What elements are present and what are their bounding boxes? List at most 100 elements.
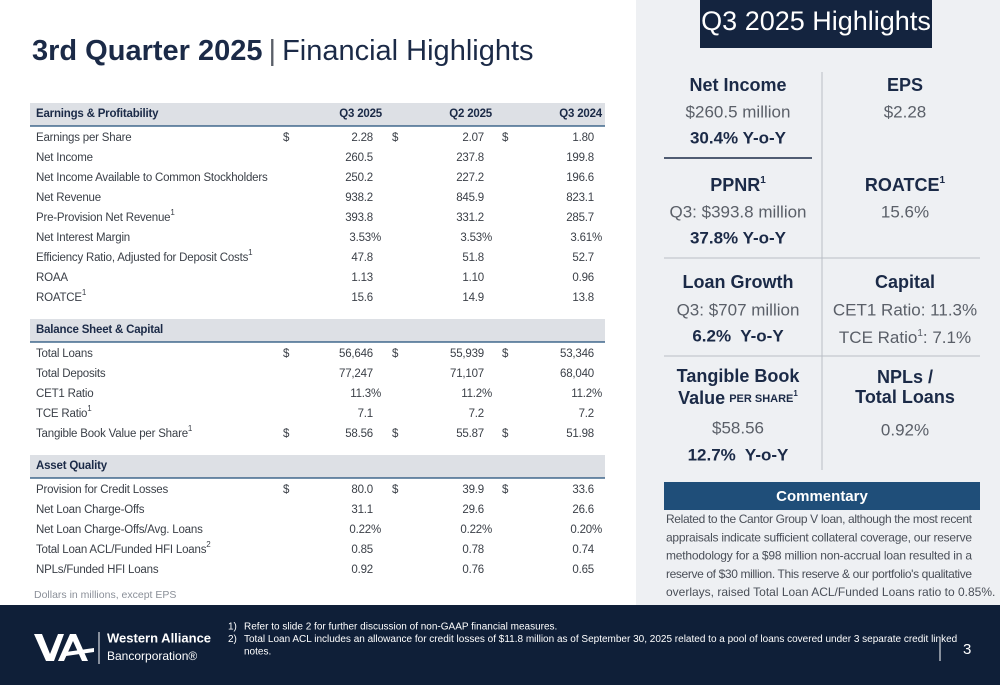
- highlight-value: 15.6%: [881, 202, 929, 221]
- row-label-text: Tangible Book Value per Share: [36, 428, 188, 440]
- currency: $: [283, 484, 290, 496]
- cell-value: 11.2%: [571, 388, 602, 400]
- cell-value: 51.98: [566, 428, 594, 440]
- commentary-body: Related to the Cantor Group V loan, alth…: [666, 512, 995, 599]
- cell-value: 331.2: [456, 212, 484, 224]
- cell-value: 196.6: [566, 172, 594, 184]
- column-header: Q2 2025: [449, 108, 493, 120]
- highlight-title: Loan Growth: [683, 272, 794, 292]
- cell-value: 3.53%: [349, 232, 381, 244]
- highlight-value: TCE Ratio1: 7.1%: [839, 328, 971, 348]
- cell-value: 68,040: [560, 368, 594, 380]
- cell-value: 260.5: [345, 152, 373, 164]
- currency: $: [502, 348, 509, 360]
- row-label: Total Loans: [36, 348, 93, 360]
- cell-value: 77,247: [339, 368, 373, 380]
- cell-value: 55,939: [450, 348, 484, 360]
- cell-value: 823.1: [566, 192, 594, 204]
- tce-value: : 7.1%: [923, 328, 971, 347]
- cell-value: 7.1: [358, 408, 373, 420]
- cell-value: 0.76: [462, 564, 484, 576]
- section-title: Asset Quality: [36, 460, 108, 472]
- currency: $: [283, 428, 290, 440]
- cell-value: 51.8: [462, 252, 484, 264]
- page-number: 3: [963, 641, 971, 658]
- highlight-value: 0.92%: [881, 420, 929, 439]
- cell-value: 7.2: [469, 408, 484, 420]
- row-label-text: CET1 Ratio: [36, 388, 93, 400]
- commentary-title: Commentary: [776, 488, 868, 505]
- footer: [0, 605, 1000, 685]
- highlight-title: Value PER SHARE1: [678, 388, 798, 408]
- row-label-text: Net Revenue: [36, 192, 101, 204]
- cell-value: 33.6: [572, 484, 594, 496]
- highlight-title-small: PER SHARE: [729, 393, 793, 405]
- section-title: Balance Sheet & Capital: [36, 324, 163, 336]
- cell-value: 0.78: [462, 544, 484, 556]
- cell-value: 80.0: [351, 484, 373, 496]
- footnote-number: 2): [228, 634, 237, 645]
- footnote-ref: 1: [917, 328, 923, 339]
- section-header-bg: [30, 319, 605, 342]
- footnote-text: Refer to slide 2 for further discussion …: [244, 622, 557, 633]
- row-label: ROAA: [36, 272, 68, 284]
- cell-value: 3.53%: [460, 232, 492, 244]
- footnote-ref: 1: [940, 175, 946, 186]
- row-label: Total Loan ACL/Funded HFI Loans2: [36, 540, 211, 556]
- currency: $: [392, 428, 399, 440]
- row-label-text: Total Deposits: [36, 368, 106, 380]
- highlight-title: PPNR1: [710, 175, 766, 195]
- cell-value: 393.8: [345, 212, 373, 224]
- footnote-text: notes.: [244, 647, 271, 658]
- commentary-line: reserve of $30 million. This reserve & o…: [666, 567, 972, 581]
- row-label-text: ROAA: [36, 272, 68, 284]
- row-label: Earnings per Share: [36, 132, 132, 144]
- cell-value: 71,107: [450, 368, 484, 380]
- highlight-title: Total Loans: [855, 387, 955, 407]
- highlight-title: Capital: [875, 272, 935, 292]
- commentary-line: overlays, raised Total Loan ACL/Funded L…: [666, 585, 995, 599]
- cell-value: 0.96: [572, 272, 594, 284]
- row-label: Efficiency Ratio, Adjusted for Deposit C…: [36, 248, 253, 264]
- cell-value: 14.9: [462, 292, 484, 304]
- currency: $: [283, 348, 290, 360]
- cell-value: 0.22%: [349, 524, 381, 536]
- commentary-line: methodology for a $98 million non-accrua…: [666, 549, 972, 563]
- logo: [34, 634, 94, 661]
- commentary-line: appraisals indicate sufficient collatera…: [666, 530, 972, 544]
- highlight-growth: 30.4% Y-o-Y: [690, 128, 787, 147]
- footnote-ref: 1: [82, 288, 87, 297]
- cell-value: 31.1: [351, 504, 373, 516]
- row-label-text: Earnings per Share: [36, 132, 132, 144]
- highlights-title-box: [700, 0, 932, 48]
- row-label-text: Pre-Provision Net Revenue: [36, 212, 170, 224]
- currency: $: [392, 132, 399, 144]
- currency: $: [392, 484, 399, 496]
- cell-value: 29.6: [462, 504, 484, 516]
- highlights-title: Q3 2025 Highlights: [701, 6, 931, 36]
- currency: $: [502, 428, 509, 440]
- cell-value: 227.2: [456, 172, 484, 184]
- row-label: Pre-Provision Net Revenue1: [36, 208, 175, 224]
- footnote-ref: 1: [87, 404, 92, 413]
- row-label: Net Loan Charge-Offs: [36, 504, 145, 516]
- currency: $: [283, 132, 290, 144]
- highlight-value: $58.56: [712, 418, 764, 437]
- cell-value: 11.3%: [350, 388, 381, 400]
- cell-value: 53,346: [560, 348, 594, 360]
- highlight-title-text: PPNR: [710, 175, 760, 195]
- row-label: ROATCE1: [36, 288, 87, 304]
- row-label-text: Net Loan Charge-Offs/Avg. Loans: [36, 524, 203, 536]
- row-label-text: Total Loans: [36, 348, 93, 360]
- cell-value: 15.6: [351, 292, 373, 304]
- cell-value: 2.07: [462, 132, 484, 144]
- footnote-number: 1): [228, 622, 237, 633]
- highlight-value: Q3: $707 million: [677, 300, 800, 319]
- row-label: CET1 Ratio: [36, 388, 93, 400]
- column-header: Q3 2025: [339, 108, 383, 120]
- highlight-title-text: Value: [678, 388, 725, 408]
- currency: $: [502, 484, 509, 496]
- logo-mark: [66, 648, 94, 656]
- brand-name: Bancorporation®: [107, 649, 197, 663]
